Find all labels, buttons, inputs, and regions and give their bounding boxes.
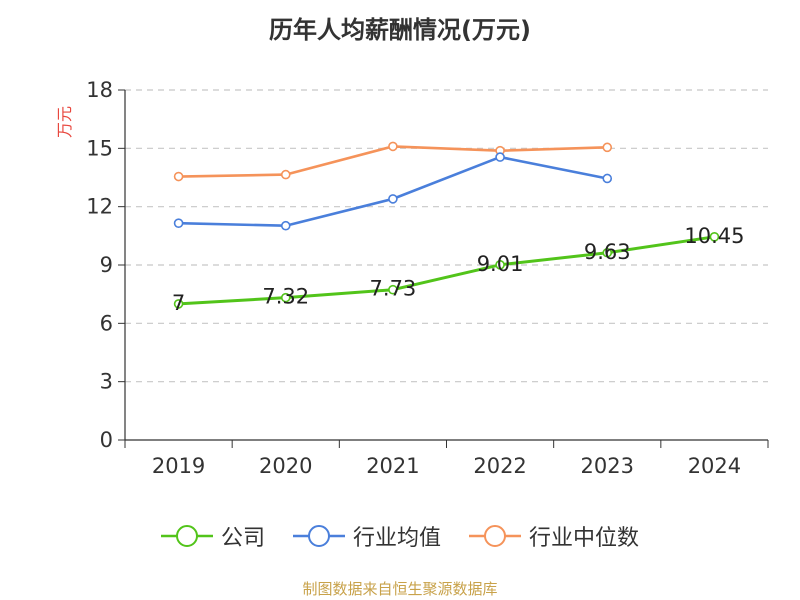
y-tick-label: 9 bbox=[100, 253, 113, 277]
data-point bbox=[495, 260, 505, 270]
legend-item[interactable]: 公司 bbox=[160, 520, 265, 552]
data-point bbox=[602, 173, 613, 184]
legend-marker-icon bbox=[292, 525, 345, 547]
legend-marker-icon bbox=[469, 525, 521, 547]
y-tick-label: 3 bbox=[100, 370, 113, 394]
legend-item[interactable]: 行业中位数 bbox=[469, 520, 639, 552]
legend: 公司 行业均值 行业中位数 bbox=[0, 520, 800, 552]
data-point bbox=[602, 247, 613, 258]
source-note: 制图数据来自恒生聚源数据库 bbox=[302, 580, 498, 598]
x-tick-label: 2019 bbox=[152, 454, 205, 478]
data-label: 7.32 bbox=[262, 285, 309, 309]
data-point bbox=[602, 142, 613, 153]
series-line bbox=[177, 155, 609, 228]
series bbox=[173, 141, 720, 309]
y-tick-label: 18 bbox=[86, 78, 113, 102]
legend-label: 行业均值 bbox=[352, 526, 441, 551]
y-tick-label: 6 bbox=[100, 311, 113, 335]
y-tick-label: 12 bbox=[86, 195, 113, 219]
data-label: 7 bbox=[172, 291, 185, 315]
data-label: 9.01 bbox=[477, 252, 524, 276]
data-point bbox=[280, 292, 291, 303]
x-tick-label: 2020 bbox=[259, 454, 312, 478]
legend-item[interactable]: 行业均值 bbox=[292, 520, 441, 552]
series-line bbox=[177, 235, 716, 306]
data-point bbox=[388, 284, 398, 295]
data-point bbox=[495, 152, 505, 162]
data-point bbox=[173, 299, 184, 309]
gridlines bbox=[125, 89, 768, 383]
data-point bbox=[280, 169, 291, 180]
data-label: 9.63 bbox=[584, 240, 631, 264]
x-tick-label: 2023 bbox=[581, 454, 634, 478]
chart-title: 历年人均薪酬情况(万元) bbox=[269, 16, 531, 44]
data-point bbox=[280, 220, 291, 231]
y-tick-label: 0 bbox=[100, 428, 113, 452]
x-tick-label: 2024 bbox=[688, 454, 741, 478]
data-point bbox=[173, 218, 184, 228]
legend-label: 行业中位数 bbox=[529, 526, 640, 551]
data-point bbox=[388, 141, 398, 152]
data-label: 7.73 bbox=[370, 277, 417, 301]
data-labels: 7 7.32 7.73 9.01 9.63 10.45 bbox=[172, 224, 745, 315]
data-label: 10.45 bbox=[684, 224, 744, 248]
x-tick-label: 2022 bbox=[473, 454, 526, 478]
legend-label: 公司 bbox=[220, 526, 265, 551]
data-point bbox=[388, 194, 398, 204]
axes: 0 3 6 9 12 15 18 2019 2020 2021 2022 2023 2024 bbox=[86, 78, 769, 478]
y-axis-label: 万元 bbox=[55, 106, 74, 138]
x-tick-label: 2021 bbox=[366, 454, 419, 478]
data-point bbox=[709, 232, 720, 242]
y-tick-label: 15 bbox=[86, 136, 113, 160]
legend-marker-icon bbox=[160, 525, 213, 547]
data-point bbox=[173, 171, 184, 182]
